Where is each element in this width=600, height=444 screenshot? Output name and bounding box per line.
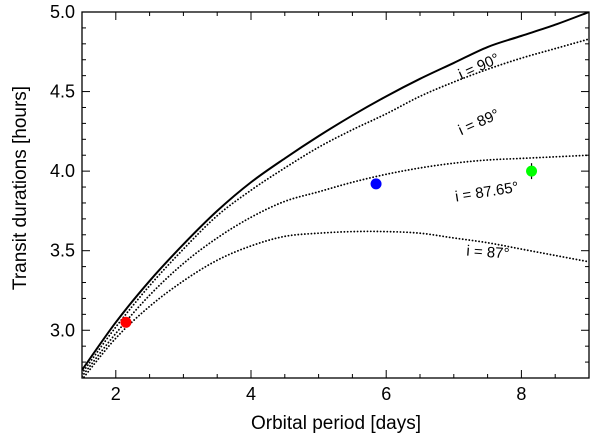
x-tick-label: 8 — [516, 384, 526, 404]
curve-label-0: i = 90° — [456, 50, 502, 83]
x-tick-label: 6 — [381, 384, 391, 404]
data-point-1 — [370, 178, 382, 190]
curve-annotations: i = 90° i = 89° i = 87.65° i = 87° — [454, 50, 520, 262]
series-curves — [82, 12, 589, 378]
curve-label-1: i = 89° — [456, 106, 502, 139]
x-tick-label: 2 — [111, 384, 121, 404]
y-axis-label: Transit durations [hours] — [10, 86, 31, 290]
y-tick-label: 5.0 — [50, 2, 75, 22]
x-axis-label: Orbital period [days] — [251, 413, 421, 434]
data-points — [120, 163, 538, 328]
series-line-0 — [82, 12, 589, 371]
y-tick-label: 4.0 — [50, 161, 75, 181]
series-line-1 — [82, 38, 589, 375]
plot-frame — [81, 11, 590, 379]
curve-label-3: i = 87° — [466, 243, 510, 263]
curve-label-2: i = 87.65° — [454, 179, 520, 206]
y-tick-label: 3.5 — [50, 241, 75, 261]
axes: 2 4 6 8 3.0 3.5 4.0 4.5 5.0 — [50, 2, 590, 404]
series-line-2 — [82, 154, 589, 378]
series-line-3 — [82, 230, 589, 378]
x-tick-label: 4 — [246, 384, 256, 404]
data-point-2 — [526, 165, 538, 177]
data-point-0 — [120, 316, 132, 328]
y-tick-label: 4.5 — [50, 82, 75, 102]
y-tick-label: 3.0 — [50, 320, 75, 340]
